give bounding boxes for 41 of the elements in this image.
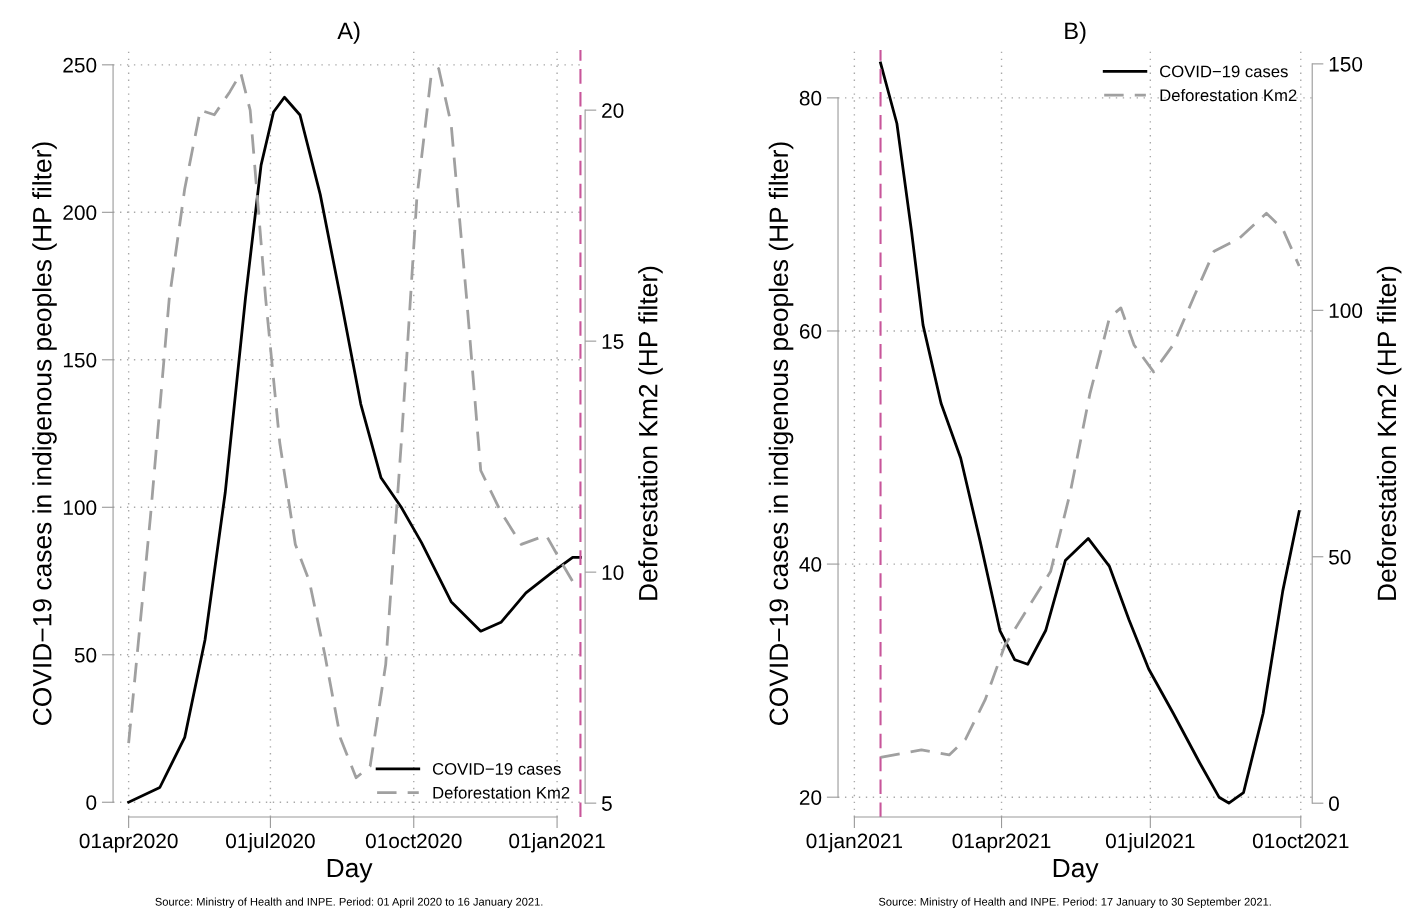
y2-tick-label: 100 [1329,303,1363,319]
chart-title: B) [1065,21,1086,44]
y-axis-title: COVID−19 cases in indigenous peoples (HP filter) [32,142,57,725]
y-tick-label: 60 [799,323,822,339]
legend-label: COVID−19 cases [432,763,561,775]
x-tick-label: 01jan2021 [806,832,903,853]
y-tick-label: 150 [63,352,97,368]
x-tick-label: 01oct2021 [1252,833,1349,849]
y-tick-label: 100 [63,500,97,516]
y2-tick-label: 10 [602,565,624,580]
y-axis-title: COVID−19 cases in indigenous peoples (HP filter) [768,142,794,725]
x-tick-label: 01oct2020 [365,833,462,849]
y2-tick-label: 50 [1329,549,1351,565]
legend-label: Deforestation Km2 [433,786,570,799]
chart-title: A) [337,21,360,44]
x-tick-label: 01apr2021 [952,833,1051,853]
x-tick-label: 01jan2021 [509,832,605,853]
y-tick-label: 250 [63,57,97,73]
y2-tick-label: 20 [602,103,624,118]
legend-label: COVID−19 cases [1160,65,1288,78]
y-tick-label: 0 [86,795,97,811]
y2-axis-title: Deforestation Km2 (HP filter) [1376,266,1402,600]
line-series [879,61,1301,805]
y-tick-label: 200 [63,205,97,221]
x-tick-label: 01jul2020 [226,832,315,853]
x-tick-label: 01apr2020 [79,833,178,853]
y-tick-label: 40 [799,557,822,572]
x-tick-label: 01jul2021 [1105,832,1195,853]
y-tick-label: 20 [799,790,822,805]
source-note: Source: Ministry of Health and INPE. Period: 17 January to 30 September 2021. [878,897,1271,908]
x-axis-title: Day [1053,858,1099,883]
y-tick-label: 80 [799,90,822,106]
legend-label: Deforestation Km2 [1160,88,1297,102]
y2-tick-label: 150 [1329,56,1363,72]
y2-axis-title: Deforestation Km2 (HP filter) [638,266,663,600]
y2-tick-label: 5 [601,796,612,811]
y2-tick-label: 15 [602,334,624,349]
y-tick-label: 50 [74,647,97,663]
y2-tick-label: 0 [1329,796,1339,811]
x-axis-title: Day [327,858,373,883]
source-note: Source: Ministry of Health and INPE. Period: 01 April 2020 to 16 January 2021. [155,897,543,908]
